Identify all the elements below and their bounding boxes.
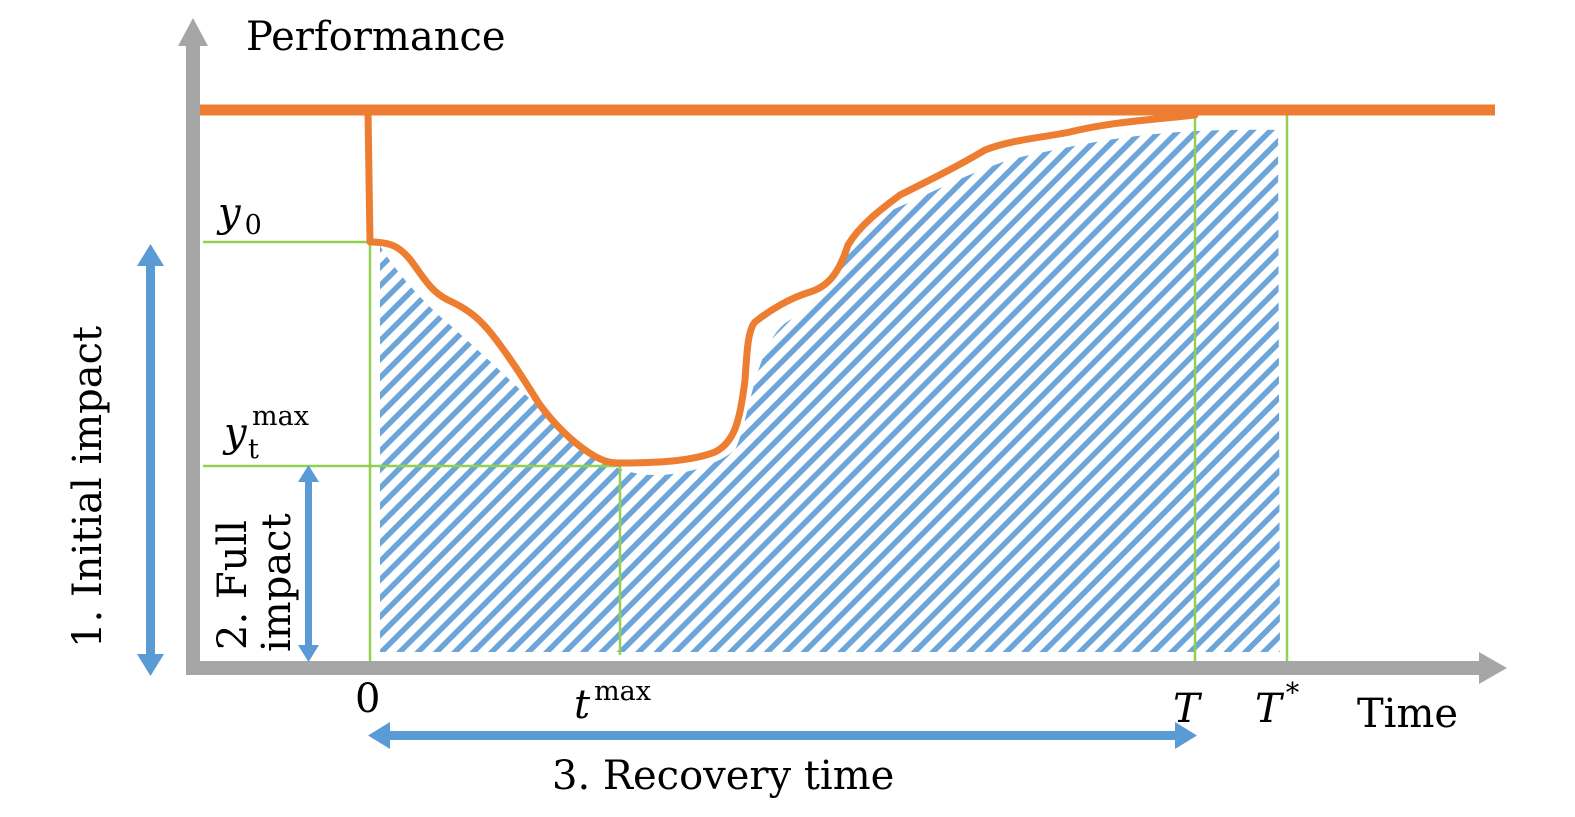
recovery-time-arrow <box>368 722 1197 749</box>
y-axis-arrowhead <box>178 18 208 46</box>
tick-T-star-sup: * <box>1286 678 1300 709</box>
tick-zero: 0 <box>355 676 380 722</box>
yt-max-label-sub: t <box>248 434 259 465</box>
y0-label-sub: 0 <box>245 210 262 241</box>
x-axis-arrowhead <box>1479 652 1507 684</box>
tick-t-max: t max <box>574 676 651 728</box>
yt-max-label-base: y <box>222 410 248 456</box>
recovery-time-label: 3. Recovery time <box>552 753 894 799</box>
full-impact-label-line1: 2. Full <box>210 520 256 650</box>
full-impact-arrow <box>298 465 319 662</box>
performance-curve <box>364 108 1199 467</box>
yt-max-label-sup: max <box>252 401 309 432</box>
initial-impact-label: 1. Initial impact <box>65 326 111 648</box>
y0-label-base: y <box>216 190 242 236</box>
y0-label: y 0 <box>216 190 262 241</box>
impact-arrows <box>137 244 1197 749</box>
tick-t-max-sup: max <box>594 676 651 707</box>
initial-impact-arrow <box>137 244 164 676</box>
tick-T-star-base: T <box>1255 686 1285 732</box>
guide-lines <box>203 108 1289 668</box>
tick-T: T <box>1173 686 1203 732</box>
y-axis-label: Performance <box>246 14 506 60</box>
tick-t-max-base: t <box>574 682 591 728</box>
axes <box>178 18 1507 684</box>
tick-T-star: T * <box>1255 678 1300 732</box>
x-axis-label: Time <box>1357 691 1458 737</box>
hatched-area <box>380 129 1280 653</box>
full-impact-label-line2: impact <box>254 513 300 652</box>
